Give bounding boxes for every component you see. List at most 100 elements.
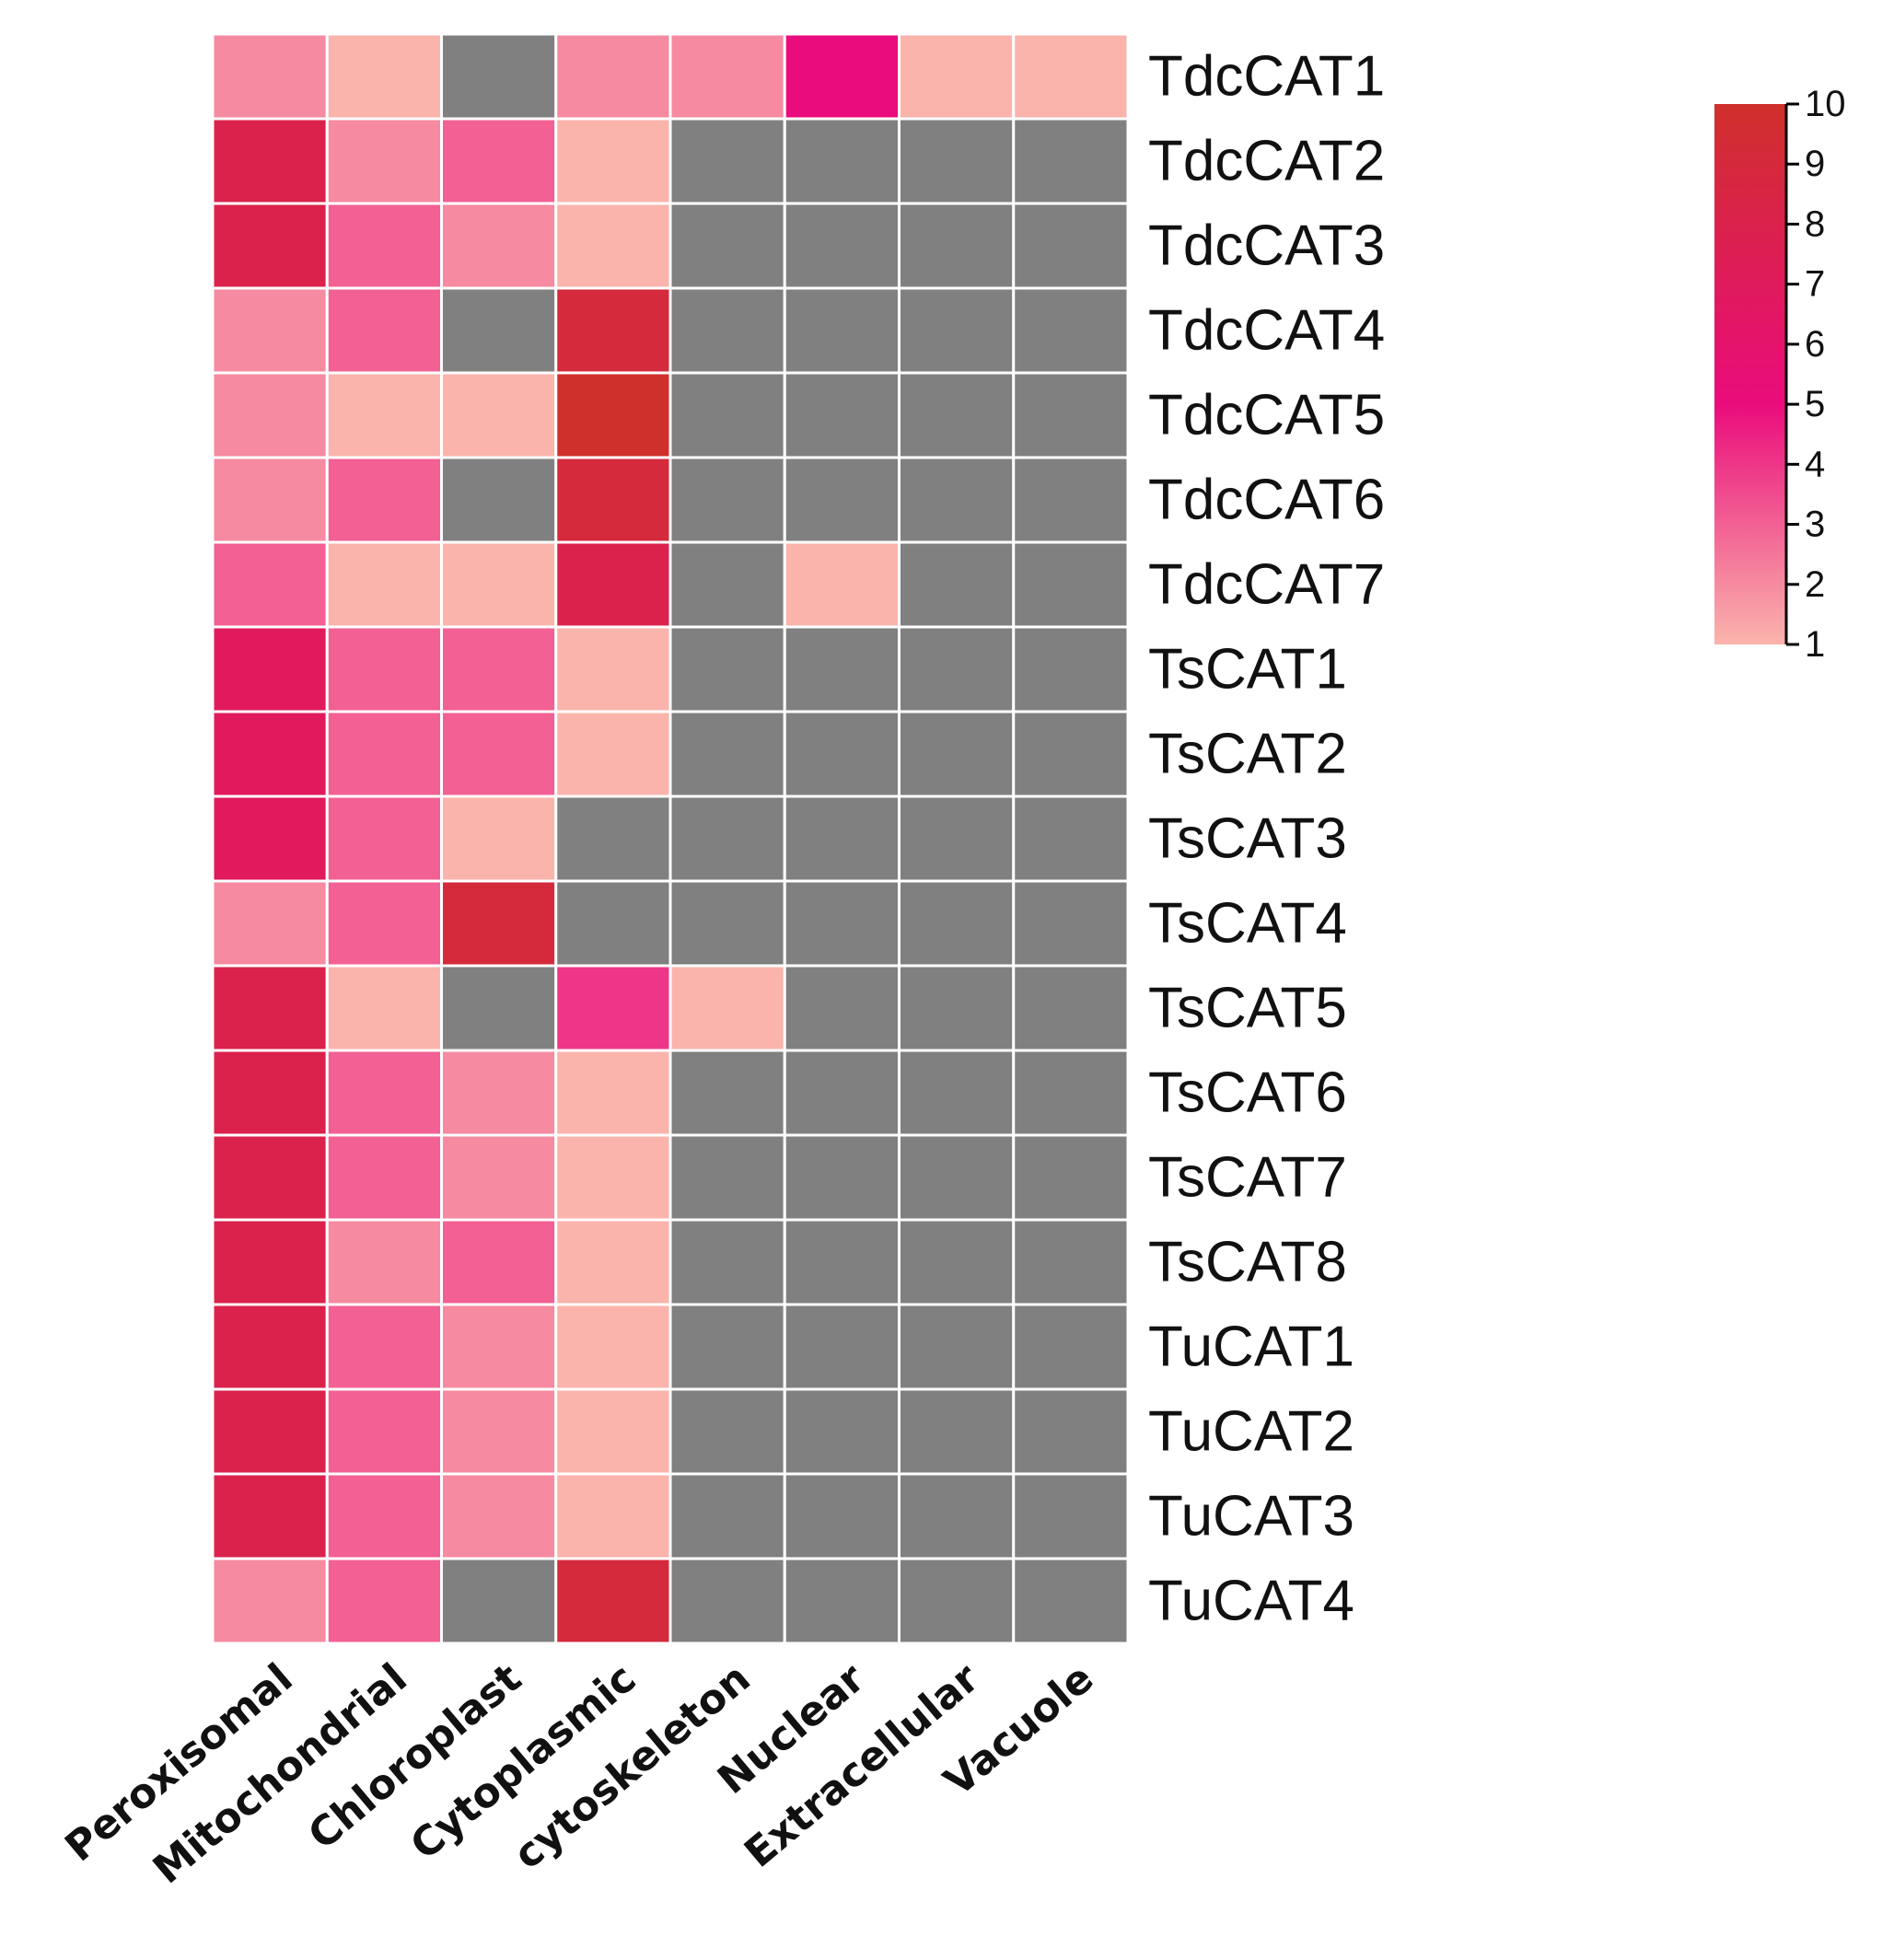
row-label: TsCAT7	[1148, 1146, 1347, 1210]
row-label: TdcCAT6	[1148, 469, 1385, 532]
heatmap-cells	[211, 32, 1130, 1645]
row-label: TuCAT4	[1148, 1570, 1354, 1633]
heatmap-cell	[668, 1133, 786, 1222]
heatmap-cell	[554, 794, 672, 883]
heatmap-cell	[1012, 964, 1130, 1052]
colorbar-tick-label: 8	[1805, 203, 1825, 244]
heatmap-cell	[554, 117, 672, 205]
heatmap-cell	[211, 1557, 329, 1645]
heatmap-cell	[783, 540, 901, 629]
row-label: TsCAT5	[1148, 977, 1347, 1040]
heatmap-cell	[211, 625, 329, 713]
heatmap-cell	[783, 286, 901, 375]
heatmap-cell	[783, 202, 901, 290]
heatmap-cell	[1012, 202, 1130, 290]
heatmap-cell	[668, 1049, 786, 1137]
heatmap-cell	[440, 1049, 558, 1137]
heatmap-cell	[325, 625, 443, 713]
heatmap-cell	[783, 456, 901, 544]
row-label: TsCAT6	[1148, 1061, 1347, 1125]
heatmap-cell	[440, 1387, 558, 1476]
heatmap-cell	[440, 1133, 558, 1222]
heatmap-cell	[898, 879, 1016, 968]
heatmap-cell	[1012, 625, 1130, 713]
heatmap-cell	[898, 1218, 1016, 1306]
heatmap-cell	[668, 1387, 786, 1476]
heatmap-cell	[898, 625, 1016, 713]
heatmap-cell	[554, 1472, 672, 1560]
heatmap-cell	[1012, 1133, 1130, 1222]
heatmap-cell	[440, 1218, 558, 1306]
heatmap-cell	[554, 1049, 672, 1137]
heatmap-cell	[554, 1218, 672, 1306]
heatmap-cell	[440, 625, 558, 713]
row-label: TdcCAT5	[1148, 384, 1385, 447]
heatmap-cell	[211, 540, 329, 629]
row-label: TuCAT3	[1148, 1485, 1354, 1548]
colorbar-tick-label: 6	[1805, 324, 1825, 365]
heatmap-cell	[440, 117, 558, 205]
heatmap-cell	[1012, 540, 1130, 629]
heatmap-cell	[554, 32, 672, 121]
colorbar-tick-label: 4	[1805, 444, 1825, 484]
heatmap-cell	[898, 1303, 1016, 1391]
heatmap-cell	[783, 1387, 901, 1476]
row-label: TuCAT2	[1148, 1400, 1354, 1464]
heatmap-cell	[211, 710, 329, 798]
heatmap-cell	[898, 202, 1016, 290]
heatmap-cell	[211, 794, 329, 883]
heatmap-cell	[783, 1557, 901, 1645]
heatmap-cell	[668, 1472, 786, 1560]
heatmap-cell	[783, 32, 901, 121]
heatmap-cell	[554, 1557, 672, 1645]
heatmap-cell	[211, 879, 329, 968]
heatmap-cell	[211, 1472, 329, 1560]
heatmap-cell	[898, 1472, 1016, 1560]
row-label: TdcCAT2	[1148, 130, 1385, 193]
heatmap-cell	[554, 286, 672, 375]
heatmap-cell	[783, 964, 901, 1052]
row-label: TdcCAT1	[1148, 45, 1385, 109]
heatmap-cell	[325, 1472, 443, 1560]
heatmap-cell	[898, 964, 1016, 1052]
heatmap-cell	[325, 710, 443, 798]
heatmap-cell	[554, 202, 672, 290]
heatmap-cell	[554, 1303, 672, 1391]
heatmap-cell	[211, 286, 329, 375]
heatmap-cell	[554, 1133, 672, 1222]
heatmap-cell	[668, 794, 786, 883]
colorbar-tick-label: 7	[1805, 264, 1825, 305]
heatmap-cell	[554, 964, 672, 1052]
heatmap-cell	[668, 286, 786, 375]
heatmap-cell	[440, 1303, 558, 1391]
heatmap-cell	[440, 456, 558, 544]
heatmap-cell	[898, 117, 1016, 205]
colorbar-tick-label: 9	[1805, 144, 1825, 184]
heatmap-cell	[668, 879, 786, 968]
heatmap-cell	[898, 540, 1016, 629]
heatmap-cell	[1012, 286, 1130, 375]
heatmap-cell	[898, 1557, 1016, 1645]
heatmap-cell	[898, 794, 1016, 883]
row-label: TsCAT3	[1148, 807, 1347, 871]
heatmap-cell	[668, 1557, 786, 1645]
heatmap-cell	[211, 202, 329, 290]
heatmap-cell	[783, 1303, 901, 1391]
heatmap-cell	[668, 1303, 786, 1391]
heatmap-cell	[783, 1049, 901, 1137]
colorbar: 1 2 3 4 5 6 7 8 9 10	[1714, 84, 1846, 665]
heatmap-cell	[783, 1218, 901, 1306]
heatmap-cell	[440, 286, 558, 375]
heatmap-cell	[668, 964, 786, 1052]
heatmap-cell	[668, 202, 786, 290]
row-label: TsCAT4	[1148, 892, 1347, 956]
row-label: TsCAT8	[1148, 1231, 1347, 1294]
heatmap-cell	[1012, 1218, 1130, 1306]
heatmap-cell	[554, 371, 672, 459]
heatmap-cell	[554, 710, 672, 798]
heatmap-cell	[211, 117, 329, 205]
heatmap-cell	[211, 456, 329, 544]
heatmap-cell	[440, 540, 558, 629]
heatmap-cell	[668, 456, 786, 544]
